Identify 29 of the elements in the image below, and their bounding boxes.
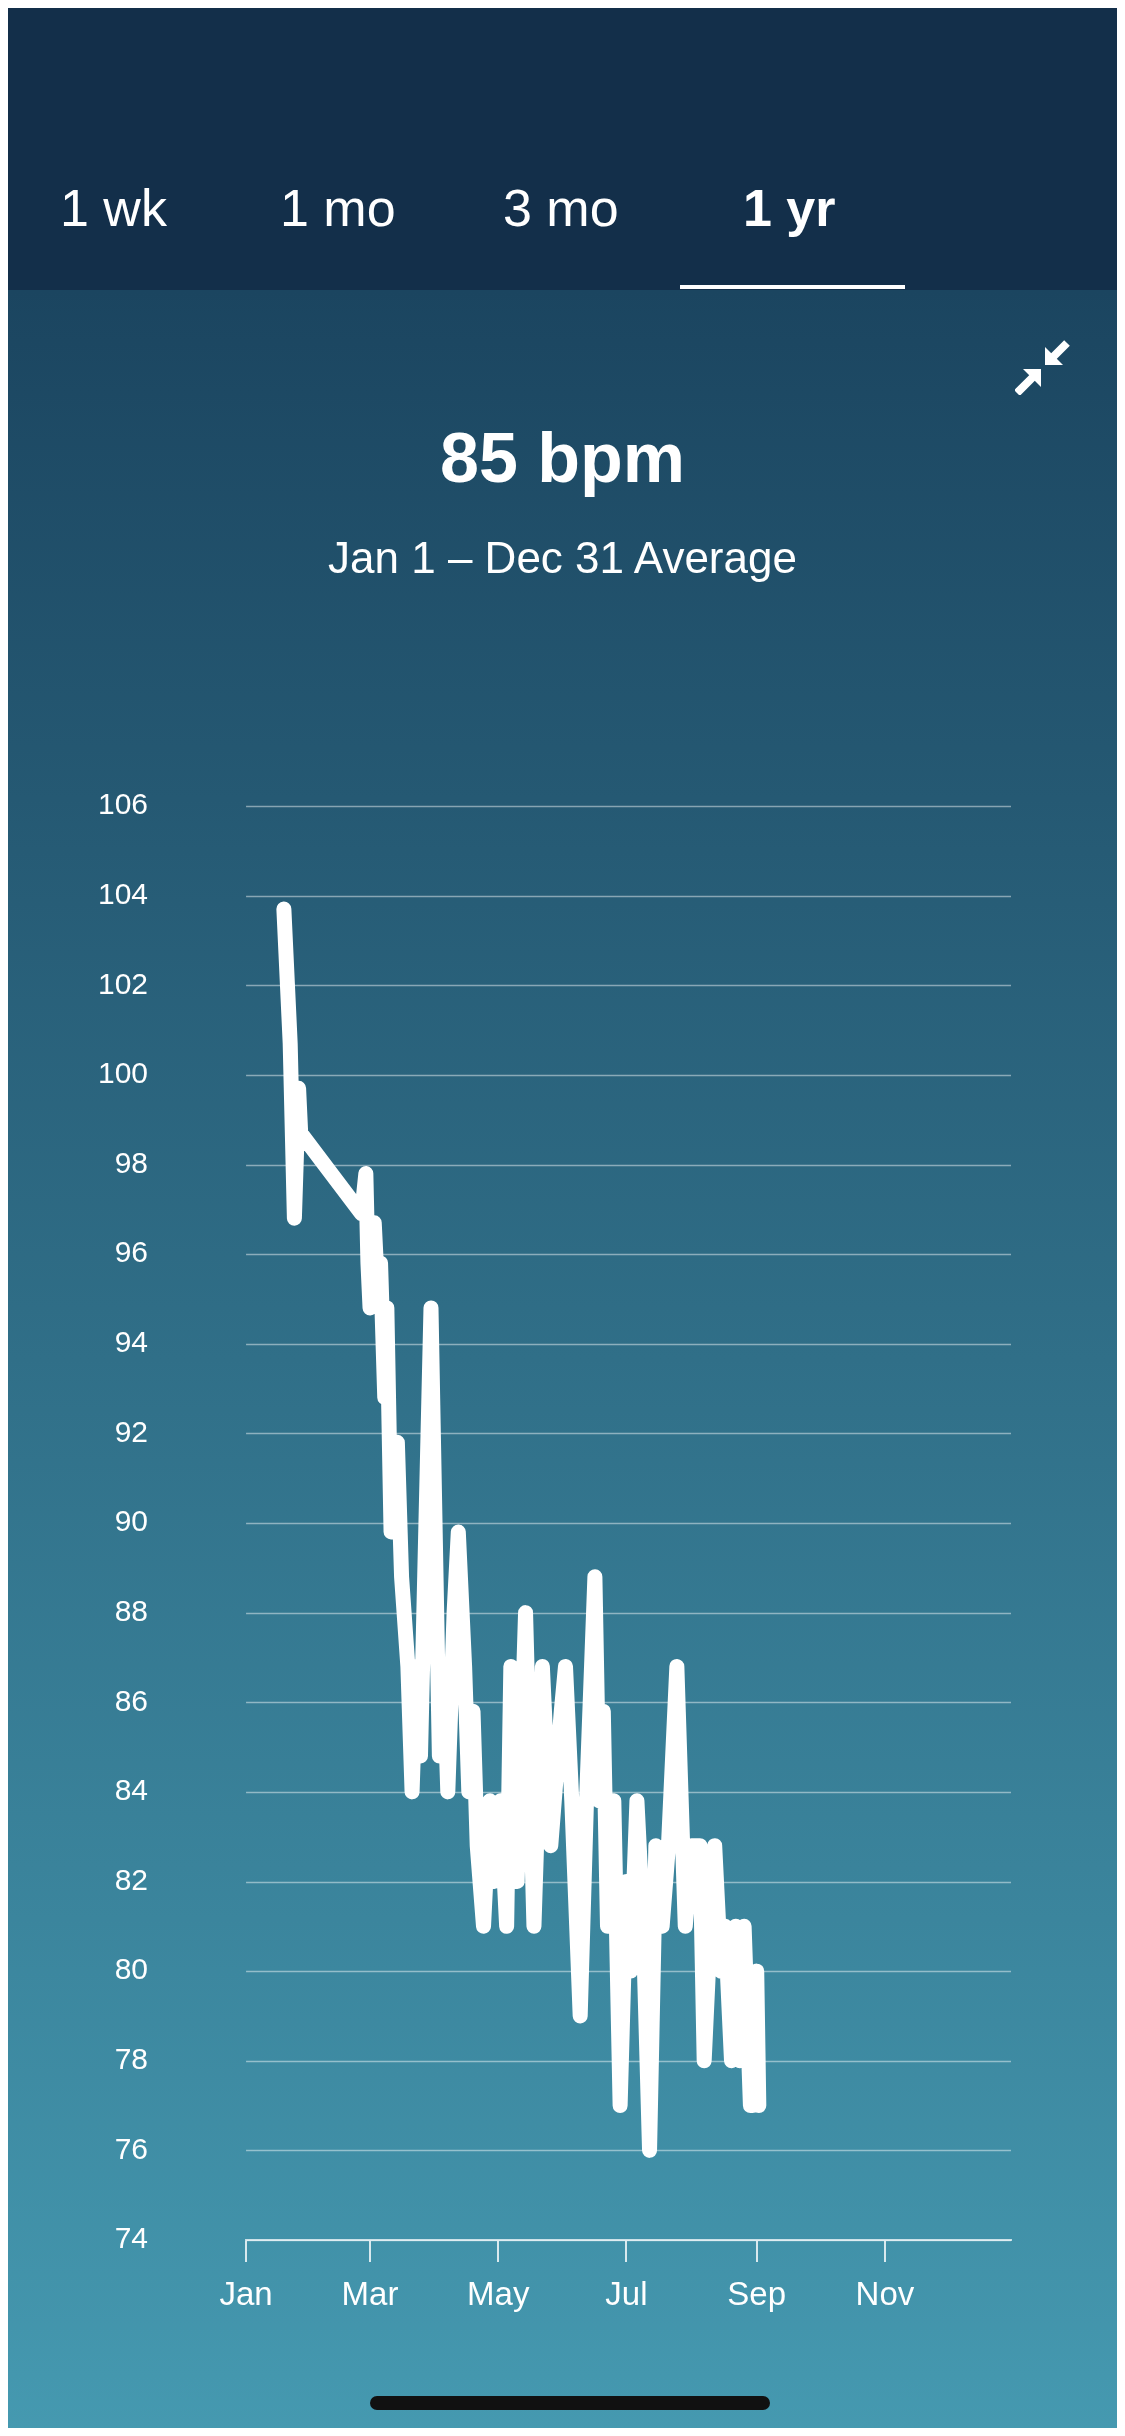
y-tick-label: 88 [114, 1593, 149, 1627]
chart-title: 85 bpm [438, 418, 687, 498]
y-tick-label: 74 [114, 2221, 149, 2255]
y-tick-label: 98 [114, 1145, 149, 1179]
text: 1 yr [743, 179, 836, 237]
text: 3 mo [503, 179, 619, 237]
x-tick-label: Sep [727, 2274, 787, 2312]
y-tick-label: 80 [114, 1952, 149, 1986]
y-tick-label: 90 [114, 1504, 149, 1538]
y-tick-label: 92 [114, 1414, 149, 1448]
text: 1 mo [280, 179, 396, 237]
text: 1 wk [60, 179, 167, 237]
x-tick-label: Jul [605, 2274, 648, 2312]
y-tick-label: 76 [114, 2131, 149, 2165]
y-tick-label: 96 [114, 1235, 149, 1269]
y-tick-label: 82 [114, 1862, 149, 1896]
x-tick-label: Mar [341, 2274, 399, 2312]
y-tick-label: 102 [97, 966, 149, 1000]
y-tick-label: 104 [97, 876, 149, 910]
y-tick-label: 84 [114, 1773, 149, 1807]
x-tick-label: Jan [219, 2274, 273, 2312]
y-tick-label: 100 [97, 1056, 149, 1090]
chart-subtitle: Jan 1 – Dec 31 Average [327, 533, 798, 583]
y-tick-label: 94 [114, 1325, 149, 1359]
x-tick-label: Nov [855, 2274, 915, 2312]
y-tick-label: 106 [97, 787, 149, 821]
y-tick-label: 86 [114, 1683, 149, 1717]
y-tick-label: 78 [114, 2042, 149, 2076]
x-tick-label: May [467, 2274, 530, 2312]
